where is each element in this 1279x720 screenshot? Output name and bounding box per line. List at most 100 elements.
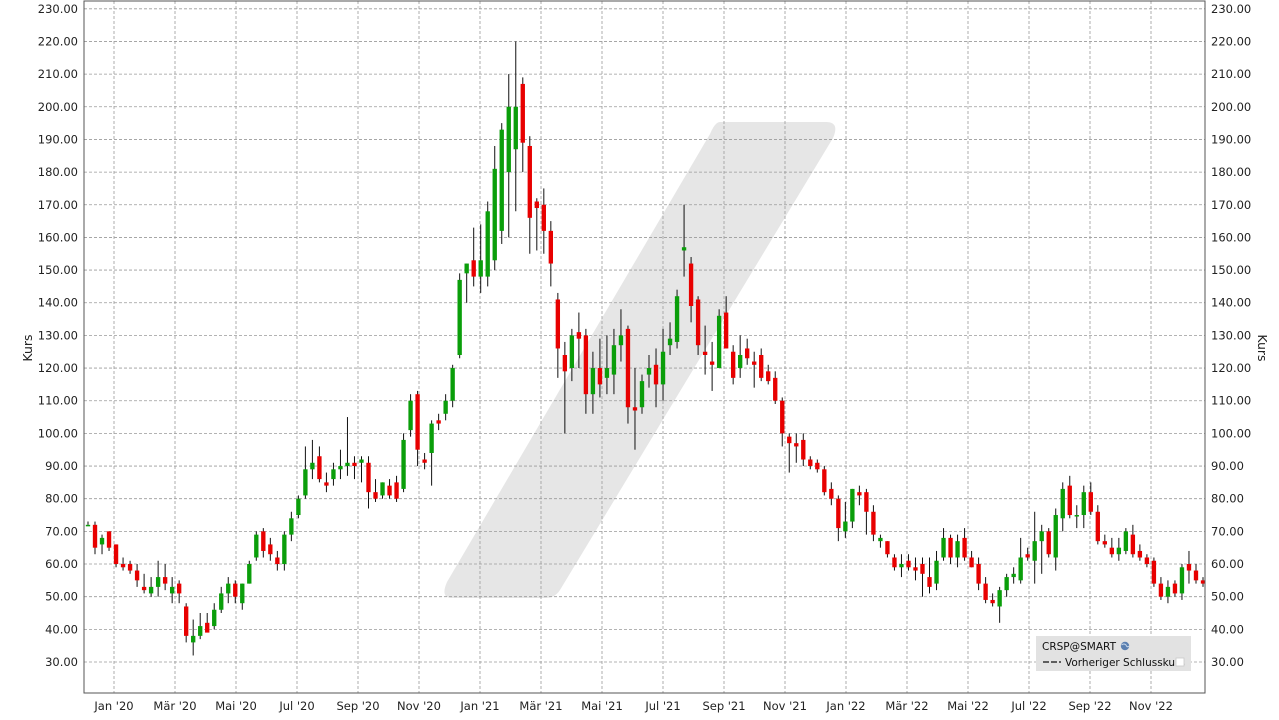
x-tick-label: Jul '20 [278,699,314,713]
candle [899,554,904,578]
plot-border [83,0,1206,694]
candle [576,312,582,369]
candle-body [1165,586,1171,597]
candle-body [864,492,869,512]
candle [674,289,680,349]
candle [1067,475,1072,519]
candle-body [240,583,245,604]
candle [520,77,525,173]
candle-body [1074,515,1079,517]
x-tick-label: Sep '20 [336,699,379,713]
candle-body [261,531,266,551]
candle [780,397,785,447]
candle-body [1179,567,1185,594]
candle-body [836,498,841,529]
y-axis-right: 30.00 40.00 50.00 60.00 70.00 80.00 90.00 100.0… [1211,2,1251,669]
y-tick-label-right: 220.00 [1211,34,1251,48]
candle-body [695,299,701,346]
candle [969,550,974,568]
candle [569,328,575,382]
candle [331,462,336,486]
candle [660,328,666,401]
candle [120,557,126,571]
candle [198,613,203,640]
candle [247,560,252,584]
candle-body [506,106,511,173]
candle-body [345,462,350,467]
y-tick-label-left: 210.00 [38,67,78,81]
y-tick-label-left: 140.00 [38,296,78,310]
y-tick-label-right: 150.00 [1211,263,1251,277]
candle [976,557,981,591]
candle-body [829,488,834,499]
y-tick-label-right: 30.00 [1211,655,1244,669]
candle-body [296,498,301,516]
candle-body [716,315,722,369]
candle [745,338,750,365]
candle-body [1137,550,1143,558]
candle [275,550,280,571]
candle-body [1200,580,1206,584]
x-tick-label: Nov '21 [763,699,807,713]
y-tick-label-left: 50.00 [45,590,78,604]
candle-body [134,570,140,581]
candle-body [247,564,252,584]
candle [485,201,490,287]
candle [695,296,701,355]
candle-body [485,211,490,277]
y-tick-label-left: 190.00 [38,132,78,146]
candle-body [1081,492,1086,516]
candle-body [906,560,911,568]
legend-entry-label: Vorheriger Schlusskurs [1065,657,1185,669]
candle [155,560,161,597]
candle-body [766,371,771,382]
y-tick-label-left: 130.00 [38,328,78,342]
candle [723,296,729,349]
y-tick-label-right: 200.00 [1211,100,1251,114]
candle-body [1039,531,1044,542]
candle [1151,557,1157,587]
y-tick-label-left: 230.00 [38,2,78,16]
candle [240,583,245,610]
y-tick-label-left: 180.00 [38,165,78,179]
candle [1095,505,1100,545]
candle [815,459,820,473]
y-tick-label-right: 100.00 [1211,426,1251,440]
candle-body [583,335,589,395]
candle [310,439,315,480]
candle-body [527,145,532,218]
candle-body [562,354,568,372]
candle-body [387,485,392,496]
y-tick-label-right: 190.00 [1211,132,1251,146]
candle-body [913,567,918,571]
candle-body [709,361,715,365]
candle [829,482,834,506]
y-tick-label-left: 30.00 [45,655,78,669]
candle-body [513,106,518,150]
candle [1053,508,1058,571]
candle-body [969,557,974,568]
candle [1116,537,1122,561]
candle [927,557,932,594]
candle [443,394,448,421]
legend-checkbox[interactable] [1175,657,1185,667]
candle [618,309,624,362]
candle [583,328,589,414]
y-tick-label-right: 90.00 [1211,459,1244,473]
candle [850,488,855,529]
candle [752,351,757,388]
candle-body [127,564,133,571]
y-tick-label-left: 110.00 [38,394,78,408]
candle-body [822,469,827,493]
candle [941,528,946,561]
candle [843,501,848,538]
candle [387,479,392,499]
y-tick-label-right: 230.00 [1211,2,1251,16]
x-axis: Jan '20 Mär '20 Mai '20 Jul '20 Sep '20 Nov '… [93,699,1173,713]
y-tick-label-left: 80.00 [45,492,78,506]
candle-body [457,279,462,355]
candle [1179,564,1185,600]
candle [920,557,925,597]
y-tick-label-left: 150.00 [38,263,78,277]
